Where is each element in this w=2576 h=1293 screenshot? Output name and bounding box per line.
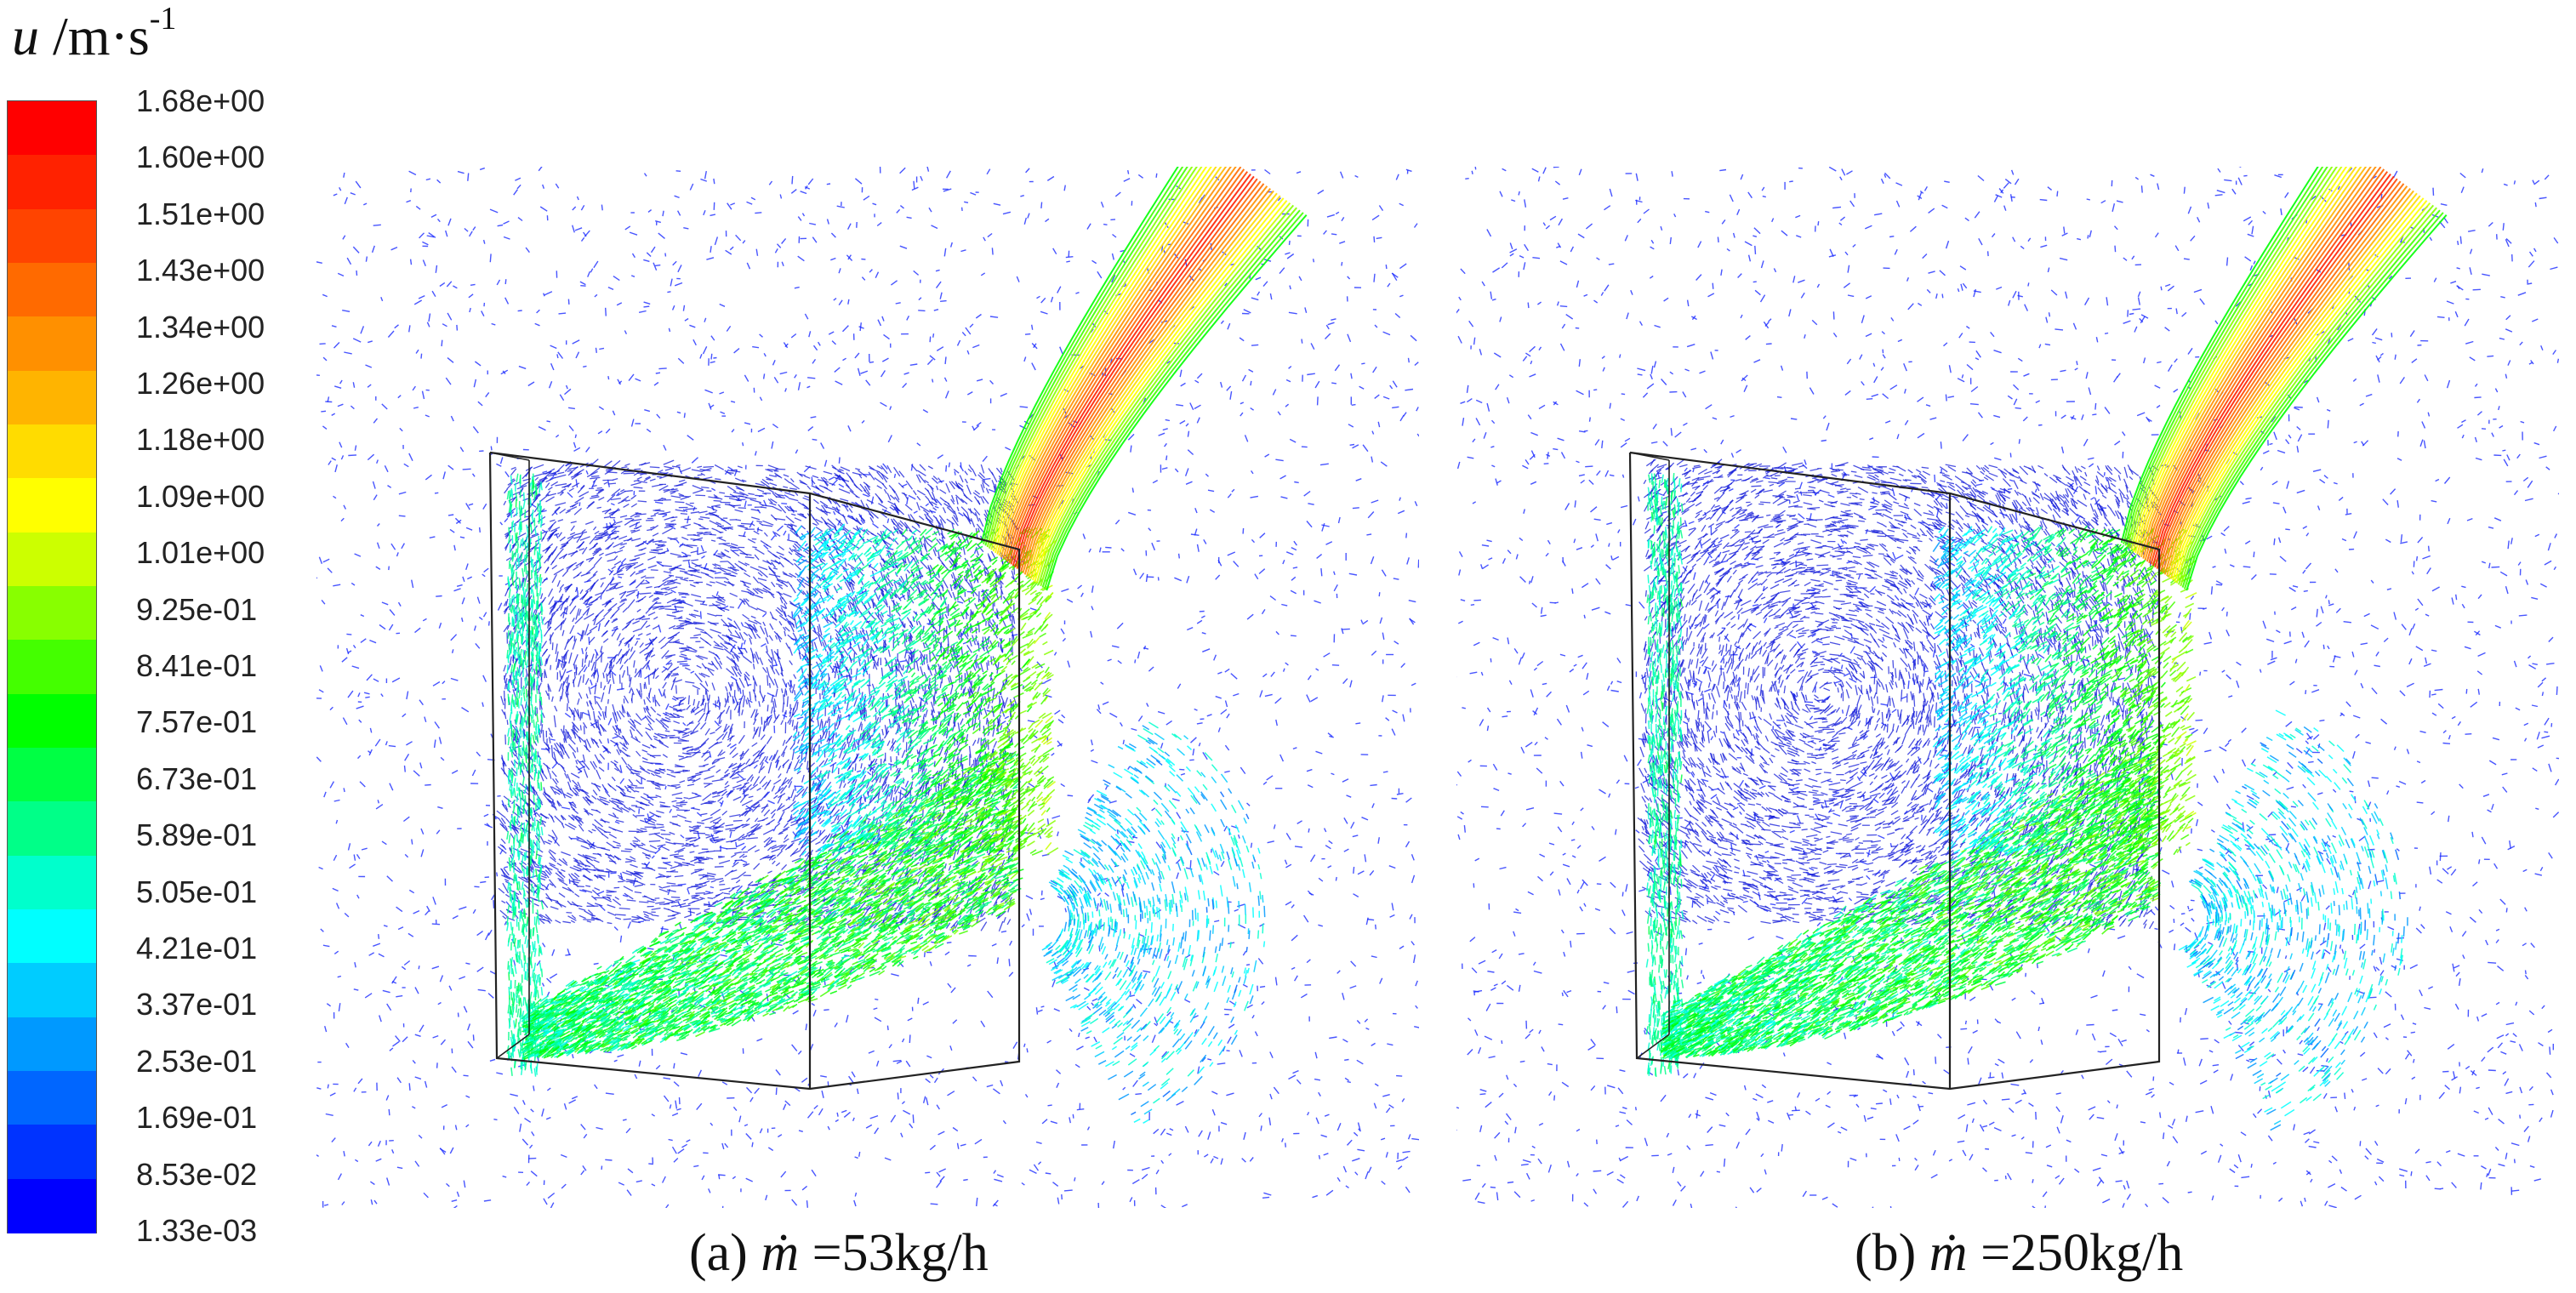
colorbar-swatch [8, 1178, 96, 1233]
caption-a-symbol: ṁ [761, 1224, 799, 1282]
colorbar-tick-label: 1.18e+00 [136, 422, 265, 458]
caption-b-value: =250kg/h [1968, 1224, 2183, 1282]
velocity-vector-plot-a [316, 167, 1419, 1208]
legend-unit-exponent: -1 [150, 1, 177, 37]
colorbar-swatch [8, 748, 96, 802]
caption-a: (a) ṁ =53kg/h [689, 1223, 989, 1284]
colorbar-tick-label: 1.34e+00 [136, 310, 265, 345]
caption-a-prefix: (a) [689, 1224, 761, 1282]
colorbar-tick-label: 5.89e-01 [136, 817, 257, 853]
colorbar-tick-label: 6.73e-01 [136, 761, 257, 797]
colorbar-swatch [8, 424, 96, 479]
colorbar-tick-labels: 1.68e+00 1.60e+00 1.51e+00 1.43e+00 1.34e+00… [136, 0, 357, 1293]
colorbar-swatch [8, 1017, 96, 1072]
colorbar-tick-label: 1.09e+00 [136, 479, 265, 515]
colorbar-swatch [8, 478, 96, 533]
colorbar-swatch [8, 370, 96, 425]
legend-unit: /m·s [53, 6, 150, 66]
colorbar-tick-label: 1.26e+00 [136, 366, 265, 402]
colorbar-swatch [8, 532, 96, 587]
colorbar-tick-label: 1.43e+00 [136, 253, 265, 288]
colorbar-swatch [8, 855, 96, 910]
colorbar-tick-label: 1.51e+00 [136, 197, 265, 232]
colorbar-swatch [8, 155, 96, 210]
caption-b-symbol: ṁ [1929, 1224, 1968, 1282]
colorbar-swatch [8, 208, 96, 264]
caption-a-value: =53kg/h [799, 1224, 989, 1282]
colorbar-swatch [8, 909, 96, 964]
colorbar-swatch [8, 586, 96, 641]
colorbar-swatch [8, 801, 96, 857]
vector-field-a [316, 167, 1419, 1208]
colorbar-tick-label: 5.05e-01 [136, 874, 257, 910]
colorbar-swatch [8, 1125, 96, 1180]
colorbar-tick-label: 1.68e+00 [136, 83, 265, 119]
colorbar-swatch [8, 316, 96, 372]
colorbar-tick-label: 1.01e+00 [136, 535, 265, 571]
legend-unit-label: u /m·s-1 [12, 1, 176, 68]
colorbar-tick-label: 7.57e-01 [136, 704, 257, 740]
caption-b: (b) ṁ =250kg/h [1855, 1223, 2183, 1284]
colorbar-swatch [8, 963, 96, 1018]
colorbar-tick-label: 2.53e-01 [136, 1044, 257, 1079]
colorbar-tick-label: 8.41e-01 [136, 648, 257, 684]
colorbar-tick-label: 1.69e-01 [136, 1100, 257, 1136]
colorbar-tick-label: 9.25e-01 [136, 592, 257, 628]
colorbar-tick-label: 3.37e-01 [136, 987, 257, 1022]
colorbar-swatch [8, 1071, 96, 1125]
caption-b-prefix: (b) [1855, 1224, 1929, 1282]
colorbar [7, 100, 97, 1233]
colorbar-swatch [8, 640, 96, 695]
colorbar-tick-label: 1.60e+00 [136, 140, 265, 175]
velocity-vector-plot-b [1456, 167, 2559, 1208]
vector-field-b [1456, 167, 2559, 1208]
colorbar-swatch [8, 263, 96, 317]
colorbar-tick-label: 8.53e-02 [136, 1157, 257, 1193]
colorbar-tick-label: 4.21e-01 [136, 931, 257, 966]
colorbar-swatch [8, 101, 96, 156]
legend-symbol: u [12, 6, 39, 66]
colorbar-swatch [8, 693, 96, 749]
colorbar-tick-label: 1.33e-03 [136, 1213, 257, 1249]
